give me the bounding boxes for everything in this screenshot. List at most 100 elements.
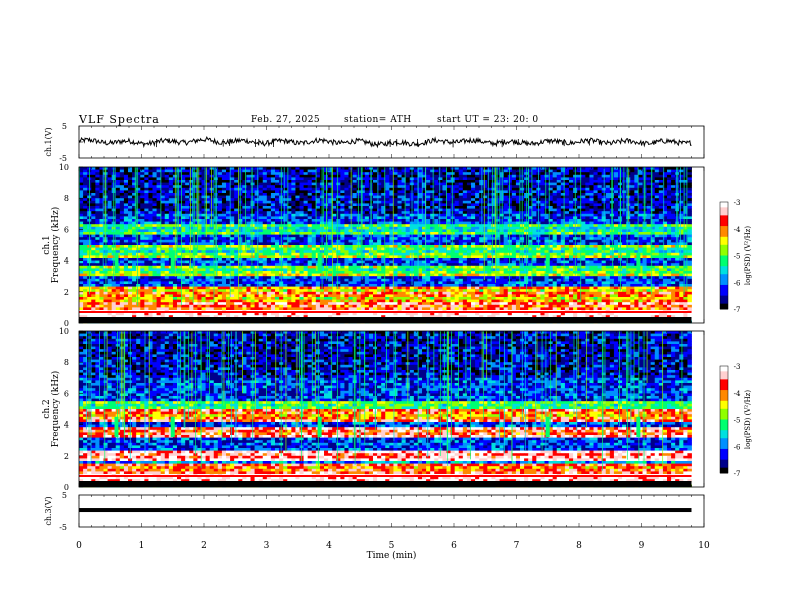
spectrogram-cell	[299, 239, 304, 243]
spectrogram-cell	[585, 226, 590, 230]
spectrogram-cell	[356, 242, 362, 246]
spectrogram-cell	[646, 180, 652, 183]
spectrogram-cell	[556, 221, 562, 225]
spectrogram-cell	[548, 242, 554, 246]
spectrogram-cell	[205, 200, 211, 204]
spectrogram-cell	[511, 247, 517, 251]
spectrogram-cell	[683, 187, 688, 191]
spectrogram-cell	[373, 211, 378, 215]
spectrogram-cell	[230, 187, 235, 191]
spectrogram-cell	[99, 219, 104, 222]
spectrogram-cell	[434, 245, 439, 248]
spectrogram-cell	[499, 237, 505, 241]
spectrogram-cell	[540, 229, 545, 233]
spectrogram-cell	[507, 185, 513, 189]
spectrogram-cell	[515, 185, 521, 189]
spectrogram-cell	[295, 203, 300, 207]
spectrogram-cell	[438, 182, 443, 186]
spectrogram-cell	[462, 203, 468, 207]
spectrogram-cell	[393, 200, 398, 204]
spectrogram-cell	[123, 224, 129, 228]
spectrogram-cell	[258, 174, 264, 178]
spectrogram-cell	[79, 182, 84, 186]
spectrogram-cell	[270, 190, 276, 194]
spectrogram-cell	[458, 182, 464, 186]
spectrogram-cell	[646, 219, 652, 222]
spectrogram-cell	[548, 226, 554, 230]
spectrogram-cell	[687, 180, 692, 183]
spectrogram-cell	[307, 174, 313, 178]
spectrogram-cell	[254, 239, 260, 243]
spectrogram-cell	[152, 232, 157, 235]
spectrogram-cell	[136, 242, 141, 246]
spectrogram-cell	[401, 232, 407, 235]
spectrogram-cell	[328, 234, 333, 238]
spectrogram-cell	[495, 208, 500, 212]
spectrogram-cell	[446, 195, 451, 199]
spectrogram-cell	[515, 172, 521, 176]
spectrogram-cell	[385, 219, 390, 222]
spectrogram-cell	[311, 185, 317, 189]
spectrogram-cell	[385, 169, 390, 173]
spectrogram-cell	[303, 174, 309, 178]
spectrogram-cell	[597, 172, 603, 176]
spectrogram-cell	[511, 239, 517, 243]
spectrogram-cell	[422, 177, 427, 181]
spectrogram-cell	[315, 177, 321, 181]
spectrogram-cell	[221, 190, 227, 194]
spectrogram-cell	[79, 247, 84, 251]
spectrogram-cell	[221, 180, 227, 183]
spectrogram-cell	[569, 206, 574, 209]
spectrogram-cell	[128, 208, 133, 212]
spectrogram-cell	[275, 169, 280, 173]
spectrogram-cell	[242, 247, 247, 251]
spectrogram-cell	[95, 229, 100, 233]
spectrogram-cell	[650, 185, 656, 189]
spectrogram-cell	[242, 250, 247, 254]
spectrogram-cell	[140, 229, 145, 233]
spectrogram-cell	[634, 182, 639, 186]
spectrogram-cell	[454, 169, 460, 173]
spectrogram-cell	[83, 239, 88, 243]
spectrogram-cell	[123, 185, 129, 189]
spectrogram-cell	[385, 182, 390, 186]
spectrogram-cell	[458, 169, 464, 173]
spectrogram-cell	[107, 203, 113, 207]
spectrogram-cell	[283, 185, 288, 189]
spectrogram-cell	[193, 169, 198, 173]
spectrogram-cell	[471, 226, 476, 230]
spectrogram-cell	[471, 213, 476, 217]
spectrogram-cell	[185, 232, 190, 235]
spectrogram-cell	[381, 169, 386, 173]
spectrogram-cell	[626, 229, 631, 233]
spectrogram-cell	[466, 242, 472, 246]
spectrogram-cell	[605, 208, 611, 212]
spectrogram-cell	[462, 206, 468, 209]
spectrogram-cell	[148, 203, 153, 207]
spectrogram-cell	[164, 206, 170, 209]
spectrogram-cell	[217, 177, 223, 181]
spectrogram-cell	[413, 172, 419, 176]
spectrogram-cell	[503, 224, 509, 228]
spectrogram-cell	[667, 213, 672, 217]
spectrogram-cell	[283, 172, 288, 176]
spectrogram-cell	[687, 177, 692, 181]
spectrogram-cell	[462, 208, 468, 212]
spectrogram-cell	[471, 198, 476, 202]
spectrogram-cell	[91, 172, 96, 176]
spectrogram-cell	[479, 169, 484, 173]
spectrogram-cell	[548, 216, 554, 220]
spectrogram-cell	[291, 172, 296, 176]
spectrogram-cell	[95, 195, 100, 199]
spectrogram-cell	[552, 247, 558, 251]
spectrogram-cell	[658, 219, 664, 222]
spectrogram-cell	[589, 229, 594, 233]
spectrogram-cell	[450, 213, 456, 217]
spectrogram-cell	[356, 193, 362, 196]
spectrogram-cell	[132, 239, 137, 243]
spectrogram-cell	[405, 167, 411, 170]
spectrogram-cell	[389, 195, 394, 199]
spectrogram-cell	[654, 224, 660, 228]
spectrogram-cell	[242, 185, 247, 189]
spectrogram-cell	[328, 226, 333, 230]
